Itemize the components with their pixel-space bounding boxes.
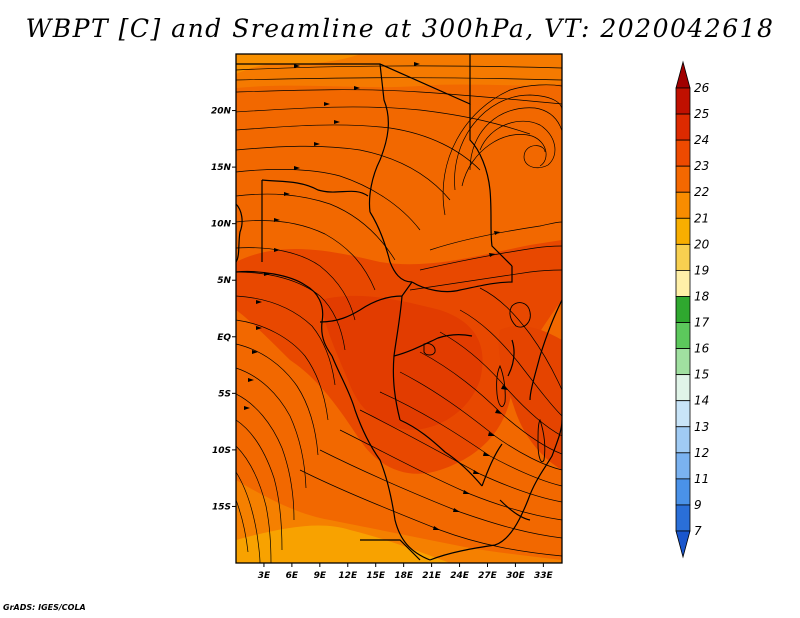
wbpt-warm-inner xyxy=(320,295,483,430)
colorbar-label: 20 xyxy=(694,237,710,251)
colorbar-swatch xyxy=(675,165,691,193)
colorbar-swatch xyxy=(675,113,691,141)
x-tick-label: 30E xyxy=(506,571,526,581)
colorbar-swatch xyxy=(675,217,691,245)
colorbar-label: 15 xyxy=(694,368,709,382)
colorbar-label: 9 xyxy=(694,498,702,512)
y-tick-label: 20N xyxy=(211,107,232,117)
map-title: WBPT [C] and Sreamline at 300hPa, VT: 20… xyxy=(25,14,775,43)
colorbar-swatch xyxy=(675,374,691,402)
colorbar-bottom-arrow xyxy=(675,530,691,559)
colorbar-top-arrow xyxy=(675,60,691,89)
colorbar-swatch xyxy=(675,426,691,454)
y-tick-label: EQ xyxy=(217,333,231,343)
colorbar: 26 25 24 23 22 21 20 19 18 17 16 15 14 13 12 11 9 7 xyxy=(675,60,710,559)
wbpt-south-edge xyxy=(236,525,450,563)
x-tick-label: 12E xyxy=(338,571,358,581)
colorbar-label: 23 xyxy=(694,159,709,173)
x-tick-label: 18E xyxy=(394,571,414,581)
colorbar-swatch xyxy=(675,243,691,271)
x-tick-label: 33E xyxy=(534,571,554,581)
streamlines xyxy=(236,65,562,563)
y-tick-label: 15S xyxy=(212,502,231,512)
colorbar-label: 17 xyxy=(694,316,710,330)
y-tick-label: 10N xyxy=(211,220,232,230)
colorbar-label: 11 xyxy=(694,472,709,486)
country-borders xyxy=(236,54,562,561)
colorbar-swatch xyxy=(675,270,691,297)
x-tick-label: 24E xyxy=(450,571,470,581)
colorbar-label: 19 xyxy=(694,263,709,277)
colorbar-swatch xyxy=(675,400,691,428)
colorbar-label: 21 xyxy=(694,211,709,225)
colorbar-label: 25 xyxy=(694,107,709,121)
colorbar-label: 14 xyxy=(694,394,709,408)
x-tick-label: 6E xyxy=(286,571,299,581)
x-tick-label: 21E xyxy=(422,571,442,581)
x-tick-label: 15E xyxy=(366,571,386,581)
streamline-arrows xyxy=(244,62,508,530)
y-tick-label: 10S xyxy=(212,446,231,456)
colorbar-swatch xyxy=(675,87,691,115)
colorbar-swatch xyxy=(675,348,691,376)
colorbar-swatch xyxy=(675,139,691,167)
y-tick-label: 15N xyxy=(211,163,232,173)
colorbar-label: 18 xyxy=(694,289,710,303)
y-axis: 20N 15N 10N 5N EQ 5S 10S 15S xyxy=(211,107,236,512)
credit-text: GrADS: IGES/COLA xyxy=(3,603,86,612)
y-tick-label: 5S xyxy=(218,389,231,399)
colorbar-swatch xyxy=(675,452,691,480)
colorbar-swatch xyxy=(675,296,691,323)
x-tick-label: 9E xyxy=(314,571,327,581)
colorbar-label: 7 xyxy=(694,524,702,538)
colorbar-swatch xyxy=(675,504,691,532)
colorbar-label: 16 xyxy=(694,342,710,356)
x-tick-label: 3E xyxy=(258,571,271,581)
colorbar-swatch xyxy=(675,191,691,219)
colorbar-label: 26 xyxy=(694,81,710,95)
colorbar-label: 22 xyxy=(694,185,709,199)
x-tick-label: 27E xyxy=(478,571,498,581)
lakes xyxy=(423,302,546,463)
map-frame xyxy=(235,53,563,564)
colorbar-label: 24 xyxy=(694,133,709,147)
colorbar-label: 12 xyxy=(694,446,709,460)
y-tick-label: 5N xyxy=(217,276,231,286)
colorbar-label: 13 xyxy=(694,420,709,434)
colorbar-swatch xyxy=(675,322,691,349)
map-plot xyxy=(236,54,562,563)
x-axis: 3E 6E 9E 12E 15E 18E 21E 24E 27E 30E 33E xyxy=(258,563,554,581)
colorbar-swatch xyxy=(675,478,691,506)
